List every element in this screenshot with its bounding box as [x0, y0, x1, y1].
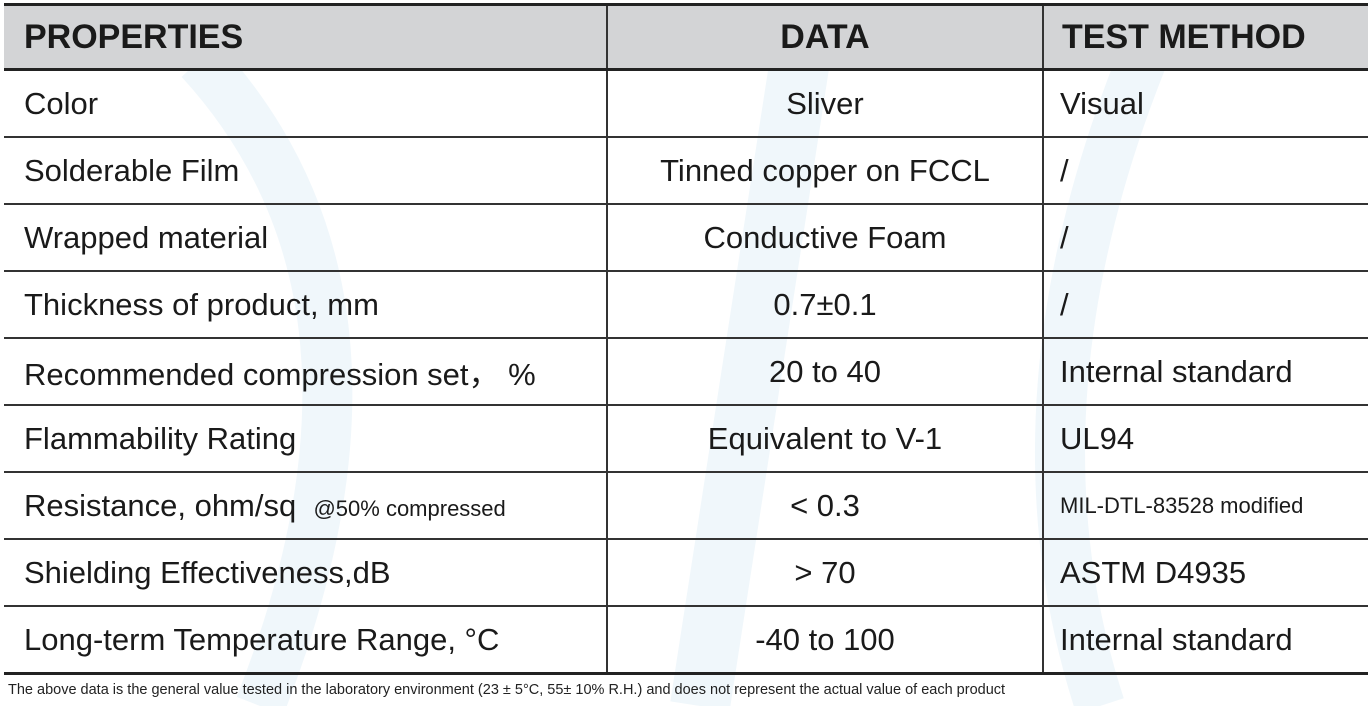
test-method-cell: /: [1042, 271, 1368, 339]
test-method-cell: UL94: [1042, 405, 1368, 473]
property-label: Wrapped material: [24, 219, 269, 255]
data-cell: 0.7±0.1: [606, 271, 1043, 339]
table-row: Shielding Effectiveness,dB > 70 ASTM D493…: [4, 539, 1368, 607]
table-row: Recommended compression set， % 20 to 40 In…: [4, 338, 1368, 406]
property-label: Resistance, ohm/sq: [24, 487, 297, 523]
test-method-cell: Visual: [1042, 69, 1368, 138]
table-row: Flammability Rating Equivalent to V-1 UL94: [4, 405, 1368, 473]
test-method-cell: ASTM D4935: [1042, 539, 1368, 607]
table-row: Color Sliver Visual: [4, 69, 1368, 138]
property-cell: Color: [4, 69, 607, 138]
header-test-method: TEST METHOD: [1042, 3, 1368, 71]
test-method-cell: /: [1042, 204, 1368, 272]
header-row: PROPERTIES DATA TEST METHOD: [4, 3, 1368, 71]
property-label: Solderable Film: [24, 152, 240, 188]
data-cell: Equivalent to V-1: [606, 405, 1043, 473]
data-cell: 20 to 40: [606, 338, 1043, 406]
properties-table: PROPERTIES DATA TEST METHOD Color Sliver V…: [4, 3, 1368, 675]
data-cell: -40 to 100: [606, 606, 1043, 675]
data-cell: Sliver: [606, 69, 1043, 138]
property-label: Recommended compression set， %: [24, 357, 536, 392]
property-cell: Long-term Temperature Range, °C: [4, 606, 607, 675]
table-row: Solderable Film Tinned copper on FCCL /: [4, 137, 1368, 205]
table-row: Wrapped material Conductive Foam /: [4, 204, 1368, 272]
footnote: The above data is the general value test…: [8, 682, 1006, 698]
property-cell: Resistance, ohm/sq @50% compressed: [4, 472, 607, 540]
property-note: @50% compressed: [313, 495, 506, 521]
data-cell: Conductive Foam: [606, 204, 1043, 272]
property-cell: Flammability Rating: [4, 405, 607, 473]
test-method-cell: Internal standard: [1042, 606, 1368, 675]
property-cell: Wrapped material: [4, 204, 607, 272]
table-row: Long-term Temperature Range, °C -40 to 10…: [4, 606, 1368, 675]
property-label: Shielding Effectiveness,dB: [24, 554, 391, 590]
property-cell: Solderable Film: [4, 137, 607, 205]
data-cell: Tinned copper on FCCL: [606, 137, 1043, 205]
header-data: DATA: [606, 3, 1043, 71]
data-cell: > 70: [606, 539, 1043, 607]
table-row: Thickness of product, mm 0.7±0.1/: [4, 271, 1368, 339]
data-cell: < 0.3: [606, 472, 1043, 540]
test-method-cell: Internal standard: [1042, 338, 1368, 406]
header-properties: PROPERTIES: [4, 3, 607, 71]
property-cell: Shielding Effectiveness,dB: [4, 539, 607, 607]
property-label: Flammability Rating: [24, 420, 297, 456]
property-label: Long-term Temperature Range, °C: [24, 621, 500, 657]
property-cell: Thickness of product, mm: [4, 271, 607, 339]
property-label: Color: [24, 85, 99, 121]
property-label: Thickness of product, mm: [24, 286, 379, 322]
property-cell: Recommended compression set， %: [4, 338, 607, 406]
test-method-cell: /: [1042, 137, 1368, 205]
test-method-cell: MIL-DTL-83528 modified: [1042, 472, 1368, 540]
table-row: Resistance, ohm/sq @50% compressed < 0.3 M…: [4, 472, 1368, 540]
